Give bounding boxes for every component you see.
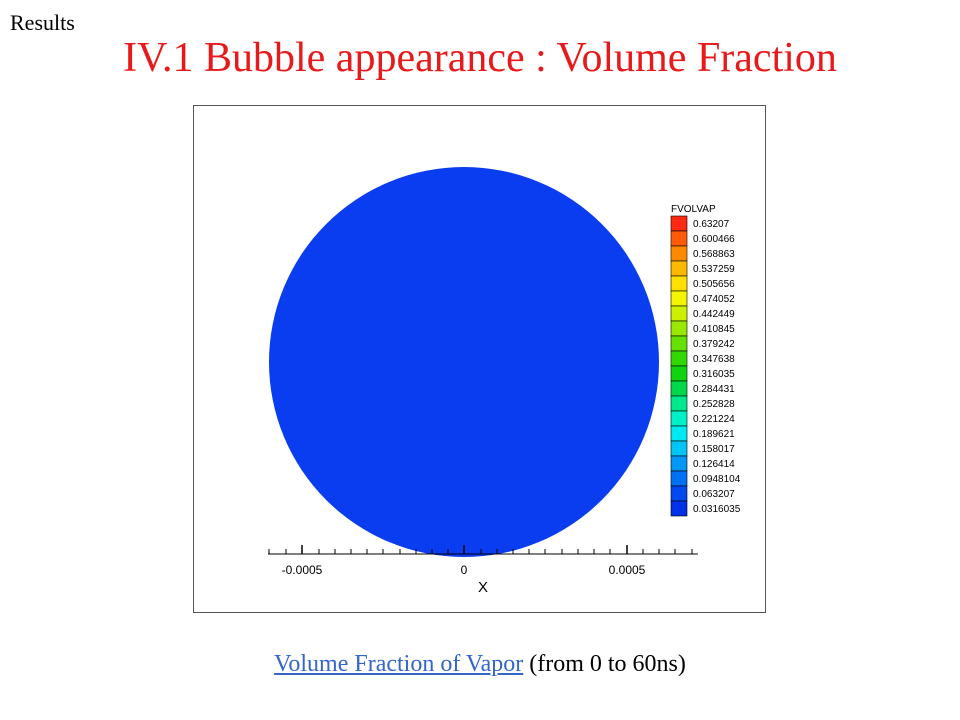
- legend-swatch: [670, 485, 688, 502]
- legend-label: 0.63207: [693, 219, 730, 230]
- legend-swatch: [670, 320, 688, 337]
- vapor-bubble-region: [269, 167, 659, 557]
- legend-swatch: [670, 245, 688, 262]
- slide-title: IV.1 Bubble appearance : Volume Fraction: [123, 35, 837, 81]
- x-axis-label: X: [478, 579, 488, 596]
- legend-swatch: [670, 380, 688, 397]
- legend-swatch: [670, 335, 688, 352]
- legend-swatch: [670, 230, 688, 247]
- legend-label: 0.0948104: [693, 474, 741, 485]
- legend-swatch: [670, 305, 688, 322]
- contour-plot: FVOLVAP 0.63207 0.600466 0.568863 0.537259 0…: [268, 167, 741, 596]
- legend-swatch: [670, 455, 688, 472]
- section-label: Results: [10, 10, 75, 35]
- legend-label: 0.568863: [693, 249, 735, 260]
- tick-label: -0.0005: [282, 563, 323, 577]
- legend-label: 0.284431: [693, 384, 735, 395]
- legend-label: 0.474052: [693, 294, 735, 305]
- caption-link[interactable]: Volume Fraction of Vapor: [274, 651, 524, 677]
- tick-label: 0.0005: [609, 563, 646, 577]
- legend-label: 0.347638: [693, 354, 735, 365]
- legend-swatch: [670, 425, 688, 442]
- legend-label: 0.442449: [693, 309, 735, 320]
- legend-swatch: [670, 215, 688, 232]
- legend-label: 0.158017: [693, 444, 735, 455]
- legend-label: 0.252828: [693, 399, 735, 410]
- legend-swatch: [670, 275, 688, 292]
- legend-label: 0.063207: [693, 489, 735, 500]
- legend-swatch: [670, 260, 688, 277]
- legend-swatch: [670, 500, 688, 517]
- legend-label: 0.126414: [693, 459, 735, 470]
- figure-caption: Volume Fraction of Vapor (from 0 to 60ns…: [0, 651, 960, 678]
- legend-swatch: [670, 395, 688, 412]
- legend-label: 0.221224: [693, 414, 735, 425]
- x-axis: -0.0005 0 0.0005: [268, 545, 698, 577]
- legend-label: 0.379242: [693, 339, 735, 350]
- legend-swatch: [670, 410, 688, 427]
- color-legend: FVOLVAP 0.63207 0.600466 0.568863 0.537259 0…: [670, 204, 741, 517]
- legend-label: 0.410845: [693, 324, 735, 335]
- legend-swatch: [670, 290, 688, 307]
- tick-label: 0: [461, 563, 468, 577]
- legend-label: 0.505656: [693, 279, 735, 290]
- caption-text: (from 0 to 60ns): [523, 651, 686, 677]
- legend-swatch: [670, 365, 688, 382]
- legend-swatch: [670, 470, 688, 487]
- legend-label: 0.600466: [693, 234, 735, 245]
- legend-title: FVOLVAP: [671, 204, 716, 215]
- legend-label: 0.316035: [693, 369, 735, 380]
- contour-plot-frame: FVOLVAP 0.63207 0.600466 0.568863 0.537259 0…: [193, 105, 766, 613]
- legend-label: 0.0316035: [693, 504, 741, 515]
- legend-label: 0.189621: [693, 429, 735, 440]
- legend-label: 0.537259: [693, 264, 735, 275]
- legend-swatch: [670, 350, 688, 367]
- legend-swatch: [670, 440, 688, 457]
